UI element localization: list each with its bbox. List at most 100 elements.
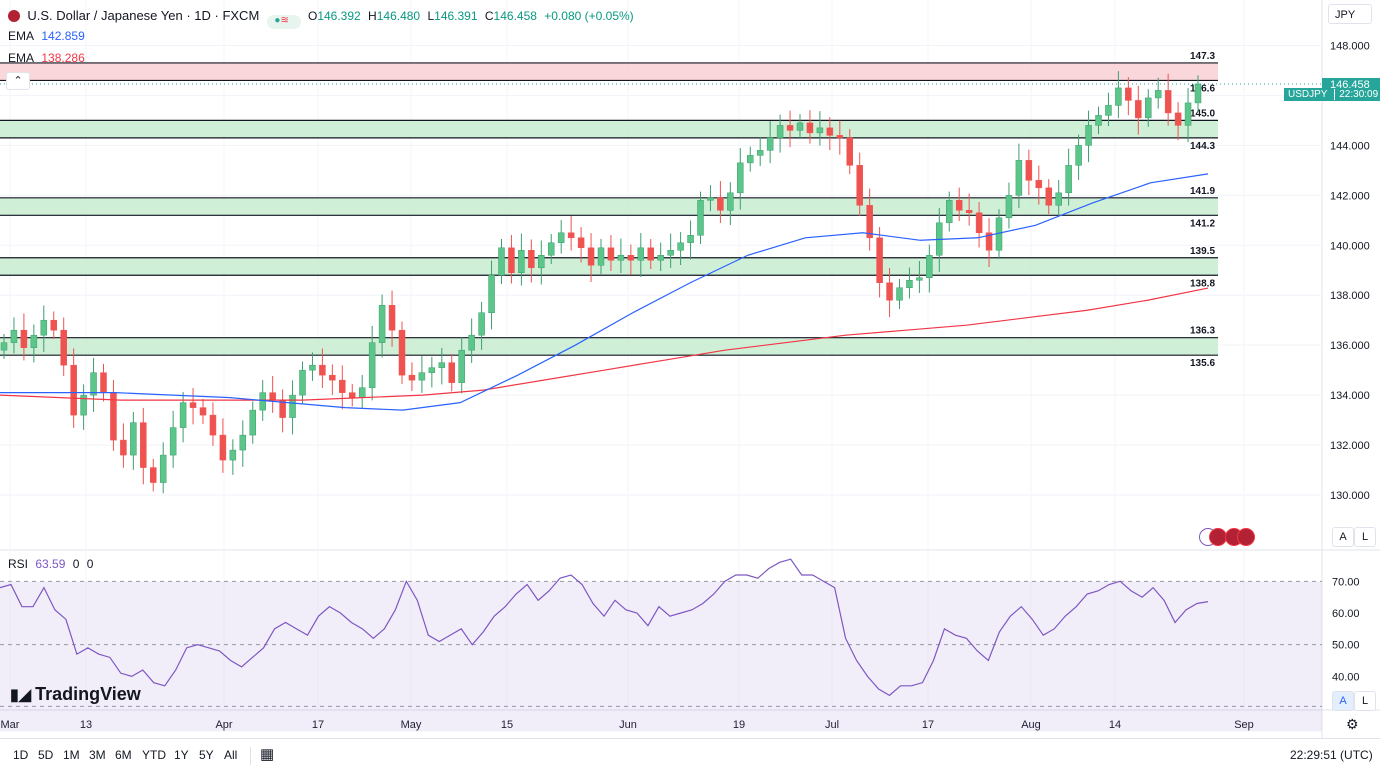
candle-down — [388, 304, 396, 331]
candle-up — [697, 200, 704, 236]
zone-level-label: 141.2 — [1190, 218, 1215, 229]
rsi-tick-label: 50.00 — [1332, 640, 1360, 652]
timeframe-5d[interactable]: 5D — [38, 748, 54, 762]
candle-down — [886, 282, 893, 301]
candle-up — [816, 127, 824, 134]
candle-down — [1164, 90, 1172, 114]
candle-up — [309, 364, 316, 371]
candle-down — [448, 362, 455, 383]
currency-selector[interactable]: JPY — [1328, 4, 1372, 24]
auto-scale-button-rsi[interactable]: A — [1332, 691, 1354, 711]
time-tick-label: 17 — [922, 719, 934, 731]
toolbar-divider — [250, 747, 251, 765]
candle-down — [189, 402, 197, 408]
auto-scale-button[interactable]: A — [1332, 527, 1354, 547]
candle-down — [1045, 187, 1052, 206]
time-tick-label: 14 — [1109, 719, 1121, 731]
zone-level-label: 141.9 — [1190, 186, 1215, 197]
candle-up — [637, 247, 645, 261]
candle-up — [677, 242, 684, 251]
candle-up — [1065, 165, 1072, 194]
collapse-legend-button[interactable]: ⌃ — [6, 72, 30, 90]
ema-legend-2[interactable]: EMA 138.286 — [8, 51, 89, 65]
candle-down — [955, 200, 963, 211]
log-scale-button-rsi[interactable]: L — [1354, 691, 1376, 711]
candle-up — [926, 255, 933, 278]
price-tick-label: 140.000 — [1330, 240, 1370, 252]
candle-down — [786, 125, 794, 131]
candle-down — [140, 422, 147, 468]
symbol-legend[interactable]: U.S. Dollar / Japanese Yen · 1D · FXCM ●… — [8, 8, 638, 29]
candle-down — [1174, 112, 1182, 126]
candle-up — [0, 342, 8, 351]
timeframe-1y[interactable]: 1Y — [174, 748, 189, 762]
candle-up — [498, 247, 505, 276]
candle-up — [428, 367, 436, 373]
tradingview-logo[interactable]: ▮◢ TradingView — [10, 684, 141, 705]
price-tick-label: 138.000 — [1330, 290, 1370, 302]
candle-down — [199, 407, 207, 416]
candle-up — [1085, 125, 1092, 146]
candle-up — [906, 279, 913, 288]
price-tick-label: 142.000 — [1330, 190, 1370, 202]
low-label: L — [427, 9, 435, 23]
candle-up — [1005, 195, 1013, 219]
candle-down — [329, 374, 336, 381]
status-dot-icon: ●≋ — [266, 15, 301, 29]
timeframe-3m[interactable]: 3M — [89, 748, 106, 762]
candle-up — [756, 150, 764, 156]
symbol-title[interactable]: U.S. Dollar / Japanese Yen · 1D · FXCM — [27, 8, 260, 23]
candle-up — [239, 434, 247, 451]
tv-logo-icon: ▮◢ — [10, 687, 32, 704]
timeframe-5y[interactable]: 5Y — [199, 748, 214, 762]
candle-up — [518, 250, 525, 274]
us-flag-icon[interactable] — [1237, 528, 1255, 546]
timeframe-all[interactable]: All — [224, 748, 238, 762]
candle-up — [597, 247, 605, 266]
timeframe-ytd[interactable]: YTD — [142, 748, 166, 762]
candle-down — [846, 137, 853, 166]
brand-name: TradingView — [35, 684, 141, 704]
candle-up — [946, 200, 953, 224]
ema-legend-1[interactable]: EMA 142.859 — [8, 29, 89, 43]
auto-label: A — [1339, 695, 1347, 707]
candle-down — [1025, 160, 1033, 181]
candle-up — [538, 255, 545, 269]
ema-50-line — [0, 173, 1209, 411]
open-label: O — [307, 9, 318, 23]
candle-down — [209, 414, 217, 436]
zone-level-label: 144.3 — [1190, 141, 1215, 152]
candle-up — [289, 394, 296, 418]
timeframe-6m[interactable]: 6M — [115, 748, 132, 762]
chart-canvas[interactable]: 130.000 132.000 134.000 136.000 138.000 140.0… — [0, 0, 1380, 738]
rsi-legend[interactable]: RSI 63.59 0 0 — [8, 557, 97, 571]
candle-up — [916, 277, 923, 281]
candle-down — [219, 434, 227, 461]
candle-down — [806, 122, 814, 134]
timeframe-1d[interactable]: 1D — [13, 748, 29, 762]
utc-clock[interactable]: 22:29:51 (UTC) — [1290, 748, 1373, 762]
rsi-tick-label: 70.00 — [1332, 576, 1360, 588]
candle-down — [587, 247, 595, 266]
candle-down — [319, 364, 326, 376]
candle-down — [120, 439, 127, 456]
candle-up — [1095, 115, 1102, 126]
events-markers[interactable] — [1199, 528, 1257, 546]
timeframe-1m[interactable]: 1M — [63, 748, 80, 762]
candle-down — [528, 250, 535, 269]
price-tick-label: 134.000 — [1330, 390, 1370, 402]
candle-down — [20, 329, 28, 348]
time-tick-label: 19 — [733, 719, 745, 731]
candle-up — [1015, 160, 1023, 196]
candle-down — [70, 364, 77, 416]
rsi-line — [0, 558, 1209, 697]
log-scale-button[interactable]: L — [1354, 527, 1376, 547]
candle-up — [488, 275, 495, 313]
gear-icon[interactable]: ⚙ — [1346, 716, 1359, 732]
time-tick-label: Apr — [215, 719, 232, 731]
time-tick-label: Mar — [1, 719, 20, 731]
candle-up — [159, 454, 167, 483]
calendar-range-icon[interactable]: ▦ — [260, 746, 275, 763]
candle-down — [985, 232, 993, 251]
candle-up — [468, 334, 475, 351]
